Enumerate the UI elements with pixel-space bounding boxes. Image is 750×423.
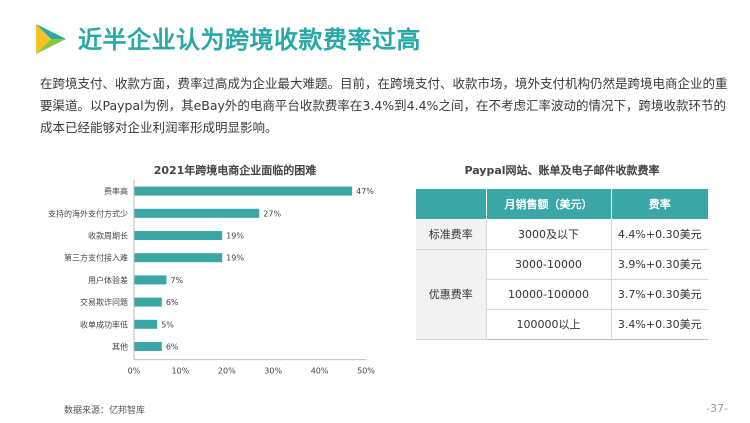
data-source: 数据来源：亿邦智库: [64, 406, 146, 416]
bar: [134, 297, 162, 307]
bar: [134, 253, 223, 263]
page-title: 近半企业认为跨境收款费率过高: [78, 26, 421, 54]
sales-cell: 3000及以下: [486, 219, 612, 250]
sales-cell: 10000-100000: [486, 279, 612, 310]
data-label: 27%: [263, 209, 281, 218]
table-row: 100000以上 3.4%+0.30美元: [416, 309, 708, 340]
category-label: 费率高: [104, 186, 128, 196]
data-label: 5%: [161, 320, 174, 329]
table-row: 标准费率 3000及以下 4.4%+0.30美元: [416, 219, 708, 250]
bar: [134, 319, 158, 329]
tier-cell-discount: 优惠费率: [416, 249, 487, 340]
data-label: 7%: [170, 276, 183, 285]
bar: [134, 342, 162, 351]
category-label: 支持的海外支付方式少: [48, 208, 128, 218]
category-label: 收单成功率低: [80, 319, 128, 329]
table-header-tier: [416, 189, 487, 219]
brand-logo: [36, 24, 66, 54]
sales-cell: 3000-10000: [486, 249, 612, 280]
bar-chart: 费率高 47% 支持的海外支付方式少 27% 收款周期长 19% 第三方支付接入难 19% 用户…: [48, 180, 375, 376]
category-label: 用户体验差: [88, 275, 128, 285]
tier-cell-standard: 标准费率: [416, 219, 487, 250]
rate-cell: 4.4%+0.30美元: [611, 219, 708, 250]
data-label: 19%: [226, 254, 244, 263]
rate-cell: 3.4%+0.30美元: [611, 309, 708, 340]
tick-label: 10%: [172, 367, 190, 376]
tick-label: 0%: [128, 367, 141, 376]
tick-label: 50%: [357, 367, 375, 376]
bar: [134, 186, 353, 196]
table-row: 优惠费率 3000-10000 3.9%+0.30美元: [416, 249, 708, 340]
category-label: 其他: [112, 342, 128, 352]
sales-cell: 100000以上: [486, 309, 612, 340]
table-header-rate: 费率: [611, 189, 708, 219]
data-label: 19%: [226, 232, 244, 241]
data-label: 47%: [356, 187, 374, 196]
category-label: 收款周期长: [88, 231, 128, 241]
bar: [134, 275, 167, 285]
bar: [134, 231, 223, 240]
table-row: 10000-100000 3.7%+0.30美元: [416, 279, 708, 310]
rate-table: 月销售额（美元） 费率 标准费率 3000及以下 4.4%+0.30美元 优惠费…: [416, 189, 708, 340]
category-label: 第三方支付接入难: [64, 253, 128, 263]
tick-label: 20%: [218, 367, 236, 376]
chart-title: 2021年跨境电商企业面临的困难: [153, 164, 317, 177]
intro-paragraph: 在跨境支付、收款方面，费率过高成为企业最大难题。目前，在跨境支付、收款市场，境外…: [40, 76, 728, 135]
table-header-sales: 月销售额（美元）: [486, 189, 612, 219]
bar: [134, 208, 260, 218]
table-title: Paypal网站、账单及电子邮件收款费率: [464, 164, 660, 177]
category-label: 交易欺诈问题: [80, 297, 128, 307]
tick-label: 40%: [311, 367, 329, 376]
page-number: -37-: [706, 402, 728, 415]
rate-cell: 3.7%+0.30美元: [611, 279, 708, 310]
rate-cell: 3.9%+0.30美元: [611, 249, 708, 280]
data-label: 6%: [166, 298, 179, 307]
tick-label: 30%: [264, 367, 282, 376]
data-label: 6%: [166, 343, 179, 352]
